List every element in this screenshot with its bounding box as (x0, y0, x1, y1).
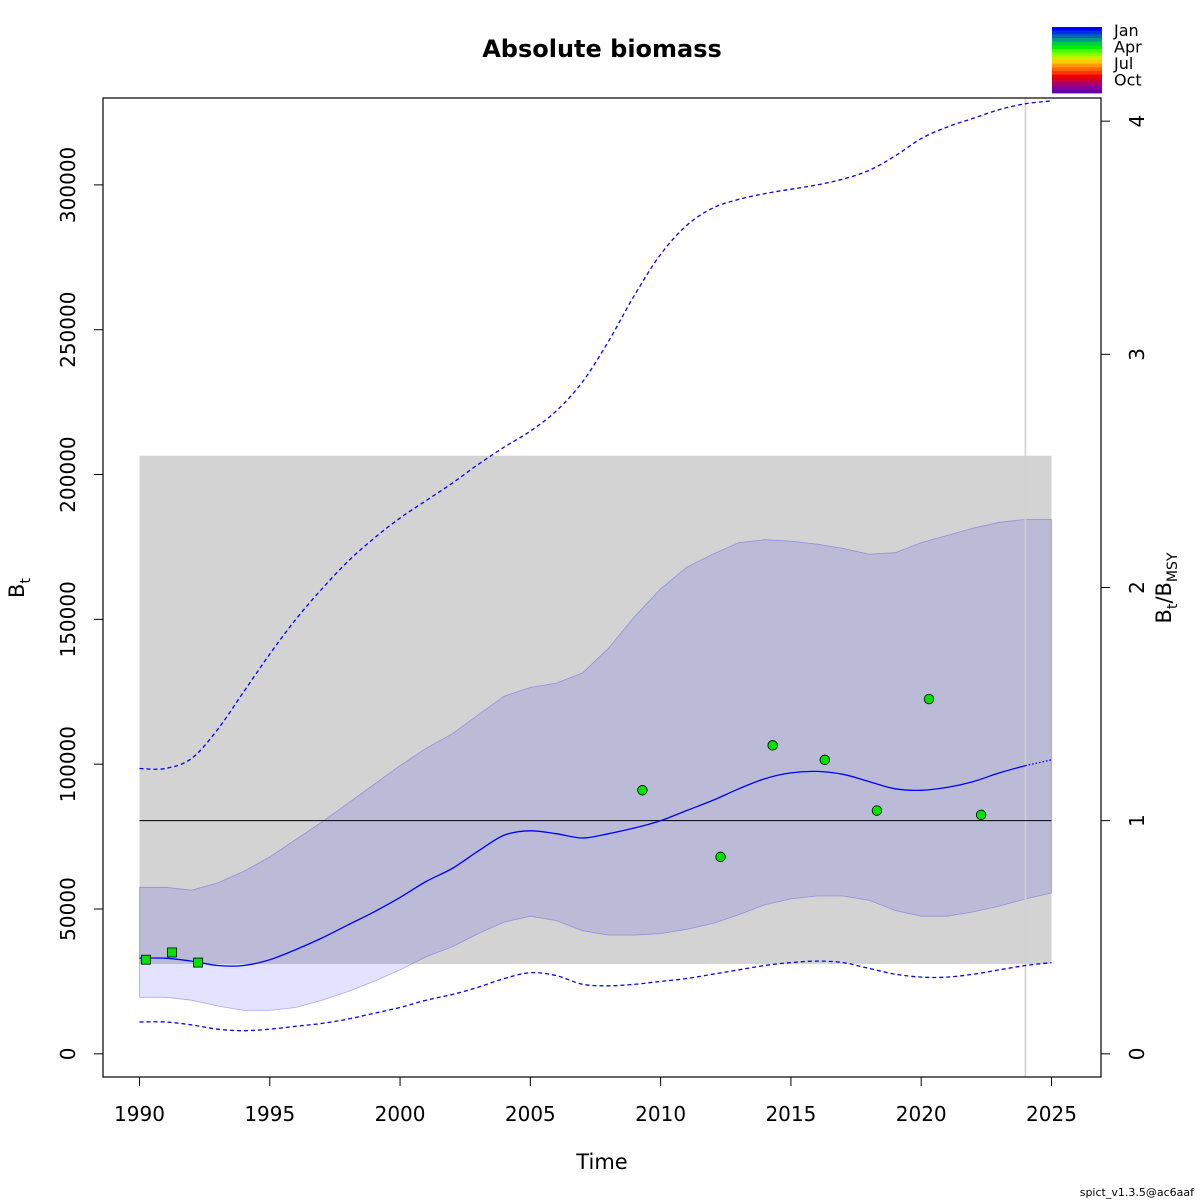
legend-label: Jul (1113, 54, 1133, 73)
y-tick-label: 250000 (56, 292, 80, 368)
legend-swatch (1052, 74, 1102, 79)
y2-tick-label: 3 (1125, 348, 1149, 361)
obs-index1-point-2 (193, 957, 204, 968)
x-tick-label: 2020 (896, 1102, 947, 1126)
x-tick-label: 2005 (505, 1102, 556, 1126)
legend-swatch (1052, 63, 1102, 68)
obs-index2-point-4 (871, 805, 883, 816)
y2-tick-label: 4 (1125, 115, 1149, 128)
obs-index2-point-2 (767, 740, 778, 751)
y-tick-label: 150000 (56, 581, 80, 657)
x-tick-label: 1990 (114, 1102, 165, 1126)
y2-label-msy: MSY (1165, 552, 1181, 582)
obs-index2-point-0 (637, 785, 648, 796)
legend-swatch (1052, 27, 1102, 32)
y-tick-label: 50000 (56, 877, 80, 941)
obs-index2-point-6 (975, 809, 987, 821)
y-axis: 0 50000 100000 150000 200000 250000 300000 (56, 147, 103, 1060)
chart-title: Absolute biomass (482, 35, 722, 63)
legend-swatch (1052, 30, 1102, 35)
series-ci-upper (139, 100, 1052, 770)
x-tick-label: 1995 (244, 1102, 295, 1126)
svg-text:Bt/BMSY: Bt/BMSY (1152, 552, 1181, 623)
version-footer: spict_v1.3.5@ac6aaf (1080, 1186, 1195, 1199)
legend-swatch (1052, 49, 1102, 54)
obs-index2-point-5 (923, 693, 935, 705)
legend-swatch (1052, 89, 1102, 94)
x-tick-label: 2015 (765, 1102, 816, 1126)
y-tick-label: 0 (56, 1047, 80, 1060)
y2-tick-label: 1 (1125, 814, 1149, 827)
y-tick-label: 300000 (56, 147, 80, 223)
bmsy-ci-band (139, 455, 1052, 965)
y-label-sub: t (18, 578, 34, 584)
legend-swatch (1052, 38, 1102, 43)
legend-swatch (1052, 60, 1102, 65)
legend-swatch (1052, 82, 1102, 87)
legend-swatch (1052, 45, 1102, 50)
obs-index2-point-3 (819, 754, 830, 766)
obs-index1-point-0 (141, 954, 151, 965)
y2-axis-label: Bt/BMSY (1152, 552, 1181, 623)
legend-swatch (1052, 52, 1102, 57)
y-tick-label: 100000 (56, 726, 80, 802)
obs-index1-point-1 (167, 947, 177, 958)
y2-label-t: t (1165, 603, 1181, 609)
y2-axis: 0 1 2 3 4 (1101, 115, 1149, 1060)
legend-label: Apr (1114, 38, 1142, 57)
plot-layer (139, 98, 1052, 1077)
x-axis: 1990 1995 2000 2005 2010 2015 2020 2025 (114, 1077, 1077, 1126)
legend-swatch (1052, 41, 1102, 46)
y-tick-label: 200000 (56, 436, 80, 512)
legend-swatch (1052, 85, 1102, 90)
legend-swatch (1052, 71, 1102, 76)
bbmsy-ci-polygon (139, 519, 1052, 1011)
series-ci-lower (139, 960, 1052, 1032)
obs-index2-point-1 (715, 851, 726, 863)
y2-label-slash: /B (1152, 582, 1176, 603)
legend-label: Jan (1113, 21, 1139, 40)
y2-tick-label: 0 (1125, 1047, 1149, 1060)
x-tick-label: 2010 (635, 1102, 686, 1126)
svg-text:Bt: Bt (5, 578, 34, 598)
legend-swatch (1052, 67, 1102, 72)
legend-swatch (1052, 56, 1102, 61)
y-label-main: B (5, 584, 29, 598)
legend-label: Oct (1114, 71, 1142, 90)
series-estimate (139, 764, 1026, 967)
x-axis-label: Time (575, 1150, 627, 1174)
y2-label-b: B (1152, 609, 1176, 623)
legend-swatch (1052, 78, 1102, 83)
x-tick-label: 2025 (1026, 1102, 1077, 1126)
y2-tick-label: 2 (1125, 581, 1149, 594)
y-axis-label: Bt (5, 578, 34, 598)
series-forecast (1025, 759, 1052, 767)
x-tick-label: 2000 (375, 1102, 426, 1126)
legend-swatch (1052, 34, 1102, 39)
